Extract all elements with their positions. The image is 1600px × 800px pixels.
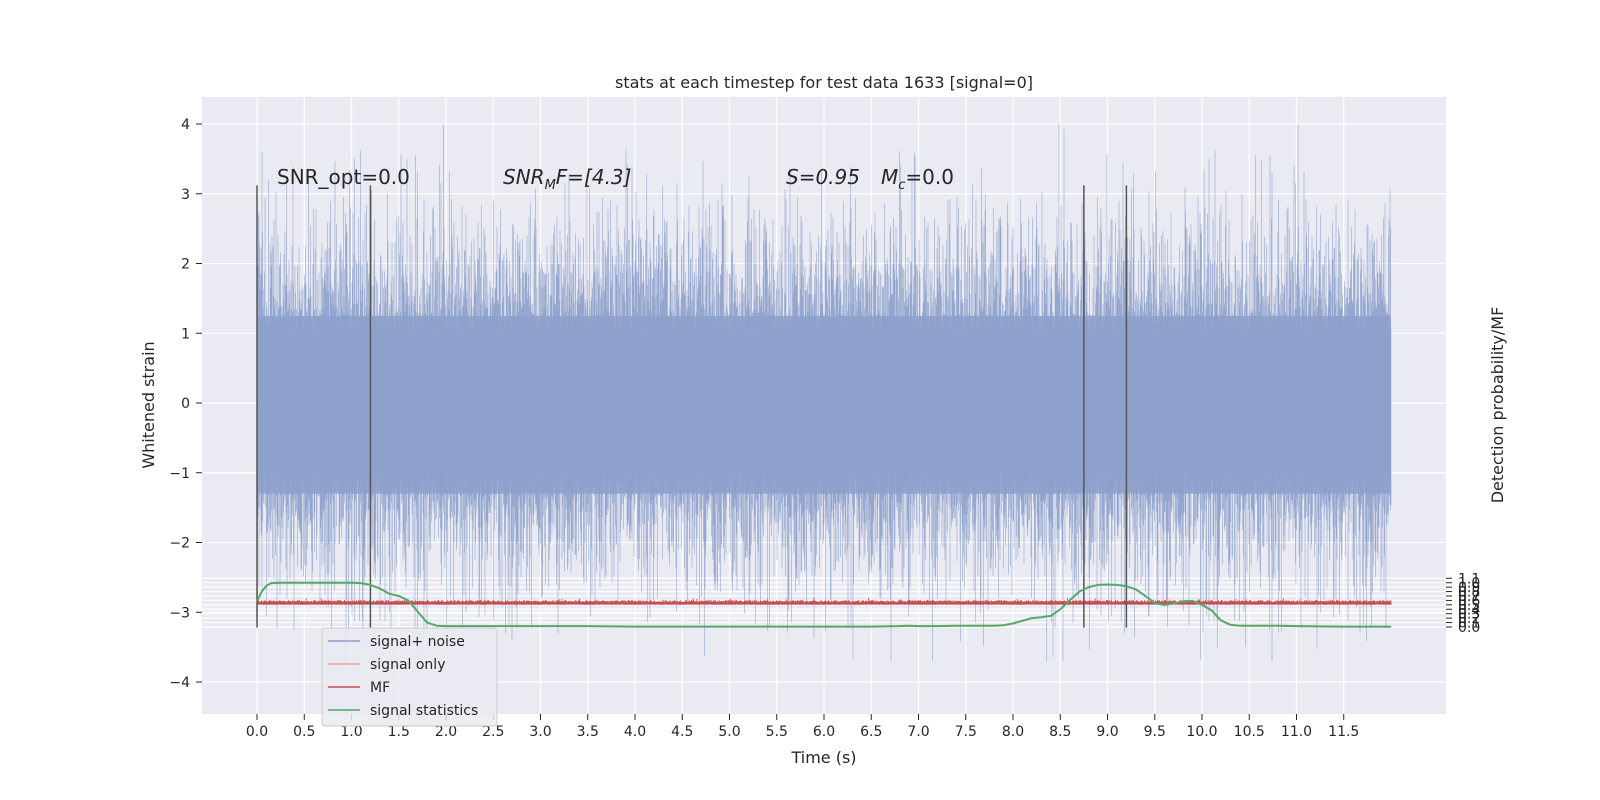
series-signal-statistics — [256, 581, 1391, 628]
y-axis-left-label: Whitened strain — [139, 341, 158, 468]
tick-label-x: 1.5 — [388, 724, 410, 740]
legend-label-mf: MF — [370, 680, 390, 696]
tick-label-x: 9.5 — [1144, 724, 1166, 740]
vertical-markers — [256, 185, 1128, 628]
tick-label-y-right: 0.3 — [1458, 607, 1480, 623]
tick-label-x: 6.5 — [860, 724, 882, 740]
tick-label-x: 3.0 — [529, 724, 551, 740]
tick-label-x: 2.0 — [435, 724, 457, 740]
axis-ticks: 0.0 0.5 1.0 1.5 2.0 2.5 3.0 3.5 4.0 4.5 5.0 5.5 6.0 6… — [169, 117, 1480, 740]
tick-label-y-left: 2 — [181, 257, 190, 273]
tick-label-x: 9.0 — [1096, 724, 1118, 740]
tick-label-x: 2.5 — [482, 724, 504, 740]
tick-label-y-right: 0.6 — [1458, 593, 1480, 609]
annotation-mc: Mc=0.0 — [881, 165, 954, 193]
tick-label-y-left: −2 — [169, 536, 190, 552]
tick-label-y-right: 0.5 — [1458, 598, 1480, 614]
tick-label-x: 7.0 — [907, 724, 929, 740]
tick-label-x: 10.5 — [1234, 724, 1265, 740]
tick-label-x: 5.0 — [718, 724, 740, 740]
tick-label-y-right: 0.8 — [1458, 585, 1480, 601]
tick-label-x: 3.5 — [577, 724, 599, 740]
tick-label-y-right: 0.7 — [1458, 589, 1480, 605]
legend-label-signal-statistics: signal statistics — [370, 703, 478, 719]
x-axis-label: Time (s) — [790, 748, 856, 767]
tick-label-y-right: 1.1 — [1458, 571, 1480, 587]
tick-label-x: 8.0 — [1002, 724, 1024, 740]
y-axis-right-label: Detection probability/MF — [1488, 307, 1507, 504]
tick-label-y-left: 0 — [181, 396, 190, 412]
legend: signal+ noise signal only MF signal stat… — [321, 627, 498, 727]
chart-title: stats at each timestep for test data 163… — [615, 73, 1033, 92]
legend-label-signal-only: signal only — [370, 657, 445, 673]
tick-label-y-left: −3 — [169, 605, 190, 621]
tick-label-y-right: 0.2 — [1458, 611, 1480, 627]
tick-label-y-right: 0.1 — [1458, 616, 1480, 632]
tick-label-x: 0.0 — [246, 724, 268, 740]
tick-label-y-right: 0.9 — [1458, 580, 1480, 596]
tick-label-x: 4.5 — [671, 724, 693, 740]
tick-label-y-left: 4 — [181, 117, 190, 133]
tick-label-y-right: 1.0 — [1458, 576, 1480, 592]
tick-label-x: 5.5 — [766, 724, 788, 740]
tick-label-x: 1.0 — [340, 724, 362, 740]
tick-label-x: 0.5 — [293, 724, 315, 740]
tick-label-x: 11.0 — [1281, 724, 1312, 740]
tick-label-x: 4.0 — [624, 724, 646, 740]
tick-label-y-left: −4 — [169, 675, 190, 691]
tick-label-x: 8.5 — [1049, 724, 1071, 740]
legend-label-signal-noise: signal+ noise — [370, 634, 465, 650]
annotation-s-stat: S=0.95 — [786, 165, 860, 189]
tick-label-x: 10.0 — [1186, 724, 1217, 740]
series-signal-statistics-line — [256, 581, 1391, 628]
tick-label-x: 11.5 — [1328, 724, 1359, 740]
tick-label-y-left: 3 — [181, 187, 190, 203]
annotation-snr-opt: SNR_opt=0.0 — [277, 165, 410, 189]
tick-label-y-left: 1 — [181, 326, 190, 342]
legend-box — [321, 627, 498, 727]
tick-label-x: 6.0 — [813, 724, 835, 740]
tick-label-x: 7.5 — [955, 724, 977, 740]
tick-label-y-right: 0.0 — [1458, 620, 1480, 636]
tick-label-y-left: −1 — [169, 466, 190, 482]
series-signal-noise — [256, 124, 1392, 662]
annotation-snr-mf: SNRMF=[4.3] — [503, 165, 631, 193]
tick-label-y-right: 0.4 — [1458, 602, 1480, 618]
